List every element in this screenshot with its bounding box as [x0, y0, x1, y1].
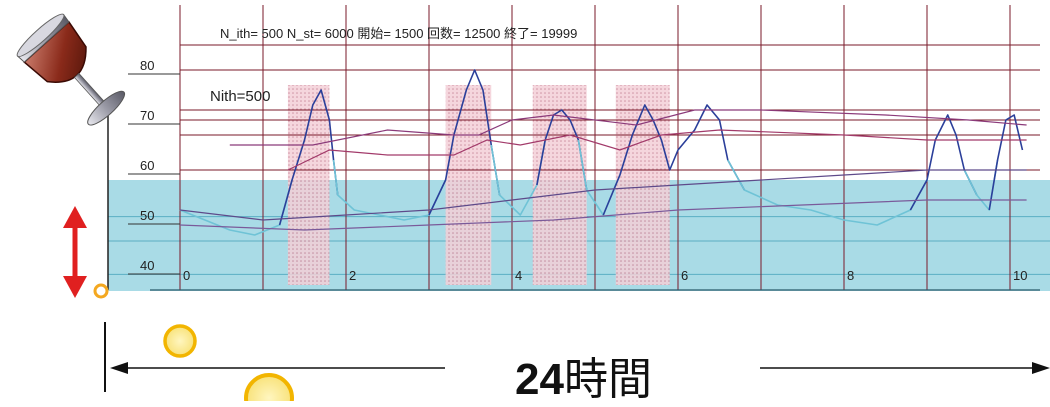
decor-circle-small — [165, 326, 195, 356]
y-tick-label-40: 40 — [140, 258, 154, 273]
shaded-interval-1 — [446, 85, 492, 285]
timeline-right-arrowhead — [1032, 362, 1050, 374]
timeline-left-arrowhead — [110, 362, 128, 374]
x-tick-label-0: 0 — [183, 268, 190, 283]
y-tick-label-70: 70 — [140, 108, 154, 123]
wine-glass-icon — [14, 10, 134, 134]
x-tick-label-8: 8 — [847, 268, 854, 283]
y-tick-label-60: 60 — [140, 158, 154, 173]
y-tick-label-80: 80 — [140, 58, 154, 73]
series-label: Nith=500 — [210, 88, 270, 105]
vertical-double-arrow-icon — [63, 206, 87, 298]
x-tick-label-6: 6 — [681, 268, 688, 283]
origin-marker — [95, 285, 107, 297]
decor-circle-large — [246, 375, 292, 401]
shaded-interval-2 — [533, 85, 587, 285]
shaded-interval-0 — [288, 85, 330, 285]
params-text: N_ith= 500 N_st= 6000 開始= 1500 回数= 12500… — [220, 26, 577, 41]
shaded-interval-3 — [616, 85, 670, 285]
x-tick-label-10: 10 — [1013, 268, 1027, 283]
caption-unit: 時間 — [564, 355, 652, 404]
x-tick-label-4: 4 — [515, 268, 522, 283]
caption-number: 24 — [515, 355, 564, 404]
y-tick-label-50: 50 — [140, 208, 154, 223]
duration-caption: 24時間 — [515, 343, 652, 407]
x-tick-label-2: 2 — [349, 268, 356, 283]
